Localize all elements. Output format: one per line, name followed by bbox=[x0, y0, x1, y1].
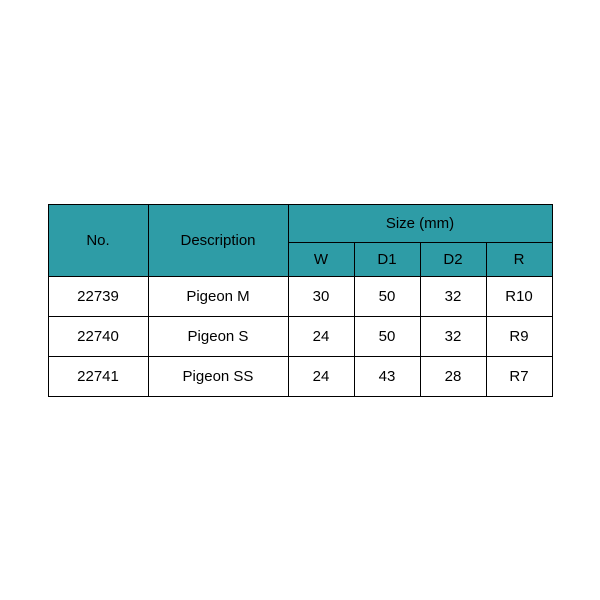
spec-table: No. Description Size (mm) W D1 D2 R 2273… bbox=[48, 204, 553, 397]
cell-r: R7 bbox=[486, 356, 552, 396]
cell-no: 22740 bbox=[48, 316, 148, 356]
header-desc: Description bbox=[148, 204, 288, 276]
table-row: 22741 Pigeon SS 24 43 28 R7 bbox=[48, 356, 552, 396]
cell-r: R10 bbox=[486, 276, 552, 316]
header-row-1: No. Description Size (mm) bbox=[48, 204, 552, 242]
cell-desc: Pigeon M bbox=[148, 276, 288, 316]
cell-w: 30 bbox=[288, 276, 354, 316]
cell-no: 22739 bbox=[48, 276, 148, 316]
header-no: No. bbox=[48, 204, 148, 276]
header-d2: D2 bbox=[420, 242, 486, 276]
cell-no: 22741 bbox=[48, 356, 148, 396]
cell-d1: 50 bbox=[354, 276, 420, 316]
header-w: W bbox=[288, 242, 354, 276]
table-row: 22739 Pigeon M 30 50 32 R10 bbox=[48, 276, 552, 316]
table-row: 22740 Pigeon S 24 50 32 R9 bbox=[48, 316, 552, 356]
cell-r: R9 bbox=[486, 316, 552, 356]
header-size: Size (mm) bbox=[288, 204, 552, 242]
cell-d2: 32 bbox=[420, 276, 486, 316]
cell-d1: 43 bbox=[354, 356, 420, 396]
header-r: R bbox=[486, 242, 552, 276]
cell-desc: Pigeon SS bbox=[148, 356, 288, 396]
cell-desc: Pigeon S bbox=[148, 316, 288, 356]
header-d1: D1 bbox=[354, 242, 420, 276]
cell-w: 24 bbox=[288, 356, 354, 396]
cell-d2: 28 bbox=[420, 356, 486, 396]
cell-d2: 32 bbox=[420, 316, 486, 356]
cell-d1: 50 bbox=[354, 316, 420, 356]
cell-w: 24 bbox=[288, 316, 354, 356]
